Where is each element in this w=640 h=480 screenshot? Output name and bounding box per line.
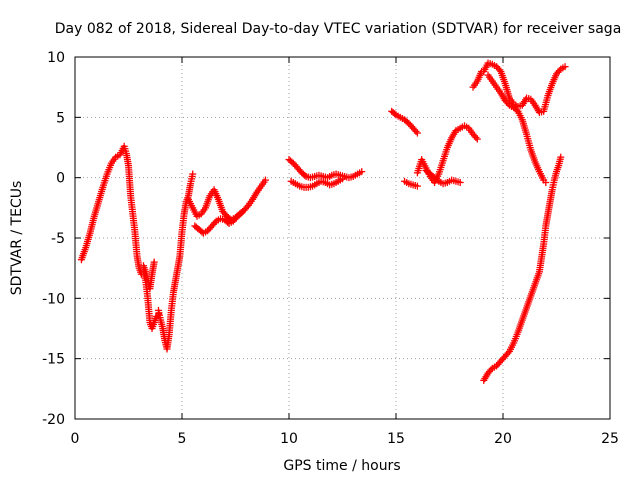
- data-point: [412, 127, 420, 135]
- y-tick-label: 0: [56, 171, 65, 187]
- data-point: [413, 182, 421, 190]
- x-tick-label: 5: [178, 431, 187, 447]
- x-tick-label: 25: [601, 431, 619, 447]
- x-tick-label: 0: [71, 431, 80, 447]
- y-tick-label: 10: [47, 50, 65, 66]
- data-point: [473, 135, 481, 143]
- data-point: [261, 176, 269, 184]
- x-axis-label: GPS time / hours: [283, 458, 400, 474]
- data-point: [413, 129, 421, 137]
- tick-marks: [74, 56, 611, 420]
- x-tick-label: 10: [280, 431, 298, 447]
- y-tick-label: -20: [42, 412, 65, 428]
- data-point: [189, 170, 197, 178]
- chart-title: Day 082 of 2018, Sidereal Day-to-day VTE…: [55, 21, 622, 37]
- x-axis-tick-labels: 0 5 10 15 20 25: [71, 431, 619, 447]
- data-point: [238, 209, 246, 217]
- data-point: [236, 210, 244, 218]
- data-point: [301, 171, 309, 179]
- y-axis-label: SDTVAR / TECUs: [9, 181, 25, 296]
- x-tick-label: 20: [494, 431, 512, 447]
- data-point: [495, 66, 503, 74]
- data-point: [358, 168, 366, 176]
- x-tick-label: 15: [387, 431, 405, 447]
- y-tick-label: 5: [56, 110, 65, 126]
- data-point: [555, 67, 563, 75]
- data-point: [487, 366, 495, 374]
- data-point: [433, 176, 441, 184]
- data-point: [504, 349, 512, 357]
- data-point: [211, 219, 219, 227]
- data-point: [456, 178, 464, 186]
- y-tick-label: -5: [51, 231, 65, 247]
- data-point: [339, 175, 346, 183]
- data-point: [561, 63, 569, 71]
- data-points: [77, 59, 569, 384]
- data-point: [472, 133, 480, 141]
- data-point: [150, 258, 158, 266]
- data-point: [504, 100, 512, 108]
- data-point: [542, 178, 550, 186]
- y-tick-label: -15: [42, 352, 65, 368]
- y-axis-tick-labels: -20 -15 -10 -5 0 5 10: [42, 50, 65, 428]
- data-point: [243, 203, 251, 211]
- data-point: [391, 110, 399, 118]
- data-point: [557, 153, 565, 161]
- grid: [75, 57, 610, 419]
- y-tick-label: -10: [42, 291, 65, 307]
